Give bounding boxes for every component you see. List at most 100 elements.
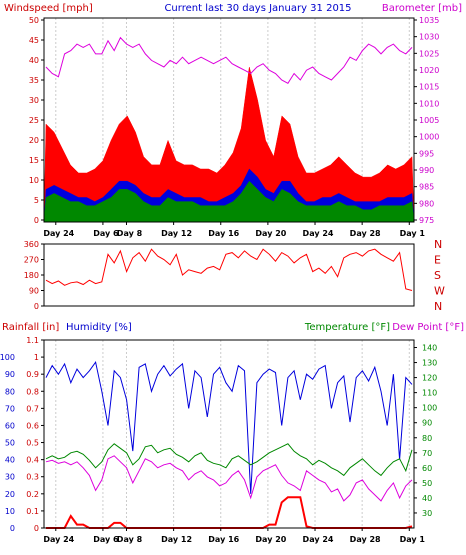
chart-title: Current last 30 days January 31 2015 [164,3,351,14]
humidity-tick-label: 70 [5,404,15,413]
baro-y-tick-label: 1030 [419,33,439,42]
direction-y-tick-label: 180 [24,271,39,280]
climate-x-tick-label: Day 6 [93,535,119,544]
humidity-tick-label: 50 [5,439,15,448]
wind-barometer-panel: 0510152025303540455097598098599099510001… [4,3,462,238]
baro-y-tick-label: 1035 [419,16,439,25]
wind-y-tick-label: 35 [29,76,39,85]
rain-y-tick-label: 0.6 [26,421,39,430]
barometer-line [45,36,413,84]
dew-point-line [45,455,413,502]
climate-x-tick-label: Day 20 [255,535,286,544]
wind-direction-line [45,248,413,291]
direction-y-tick-label: 0 [34,302,39,311]
humidity-tick-label: 0 [10,524,15,533]
baro-y-tick-label: 1015 [419,83,439,92]
direction-y-tick-label: 270 [24,256,39,265]
compass-label: E [434,254,441,267]
wind-x-tick-label: Day 6 [93,229,119,238]
temp-y-tick-label: 130 [422,359,437,368]
baro-y-tick-label: 1020 [419,66,439,75]
climate-x-tick-label: Day 24 [303,535,334,544]
humidity-tick-label: 80 [5,387,15,396]
wind-y-tick-label: 30 [29,96,39,105]
wind-y-tick-label: 40 [29,56,39,65]
windspeed-area [43,66,415,223]
wind-x-tick-label: Day 8 [117,229,143,238]
wind-y-tick-label: 15 [29,156,39,165]
wind-x-tick-label: Day 1 [400,229,426,238]
temp-y-tick-label: 60 [422,464,432,473]
baro-y-tick-label: 1005 [419,116,439,125]
climate-frame [43,339,415,529]
baro-y-tick-label: 1025 [419,49,439,58]
rain-y-tick-label: 1.1 [26,336,39,345]
temp-y-tick-label: 90 [422,419,432,428]
rain-y-tick-label: 0 [34,524,39,533]
rain-y-tick-label: 0.3 [26,473,39,482]
rain-y-tick-label: 0.1 [26,507,39,516]
compass-label: N [434,238,442,251]
wind-y-tick-label: 5 [34,196,39,205]
temp-y-tick-label: 70 [422,449,432,458]
humidity-tick-label: 40 [5,456,15,465]
wind-x-tick-label: Day 24 [43,229,74,238]
humidity-line [45,360,413,494]
temp-y-tick-label: 140 [422,344,437,353]
rain-y-tick-label: 0.4 [26,456,39,465]
dewpoint-axis-label: Dew Point [°F] [392,322,464,333]
baro-y-tick-label: 975 [419,216,434,225]
wind-x-tick-label: Day 12 [161,229,192,238]
baro-y-tick-label: 995 [419,149,434,158]
compass-label: W [434,285,445,298]
wind-y-tick-label: 45 [29,36,39,45]
climate-x-tick-label: Day 16 [208,535,239,544]
temp-y-tick-label: 110 [422,389,437,398]
average-wind-area [43,180,415,223]
temperature-line [45,443,413,477]
baro-y-tick-label: 990 [419,166,434,175]
wind-y-tick-label: 20 [29,136,39,145]
barometer-axis-label: Barometer [mb] [382,3,462,14]
temperature-axis-label: Temperature [°F] [304,322,390,333]
wind-x-tick-label: Day 16 [208,229,239,238]
rain-y-tick-label: 0.5 [26,439,39,448]
compass-label: S [434,269,441,282]
humidity-tick-label: 30 [5,473,15,482]
temp-y-tick-label: 100 [422,404,437,413]
temp-y-tick-label: 40 [422,494,432,503]
rain-y-tick-label: 0.2 [26,490,39,499]
wind-y-tick-label: 0 [34,216,39,225]
wind-x-tick-label: Day 28 [350,229,381,238]
baro-y-tick-label: 980 [419,199,434,208]
climate-x-tick-label: Day 1 [400,535,426,544]
rain-y-tick-label: 0.9 [26,370,39,379]
climate-x-tick-label: Day 8 [117,535,143,544]
climate-x-tick-label: Day 28 [350,535,381,544]
humidity-tick-label: 100 [0,353,15,362]
rain-humidity-temp-panel: 0 0.1 0.2 0.3 0.4 0.5 0.6 0.7 0.8 0.9 1 1.1 0 10 20 30 4… [0,322,464,544]
rain-y-tick-label: 0.8 [26,387,39,396]
rain-y-tick-label: 0.7 [26,404,39,413]
temp-y-tick-label: 80 [422,434,432,443]
climate-x-tick-label: Day 24 [43,535,74,544]
wind-y-tick-label: 25 [29,116,39,125]
wind-axis-label: Windspeed [mph] [4,3,93,14]
rainfall-axis-label: Rainfall [in] [2,322,59,333]
humidity-tick-label: 90 [5,370,15,379]
compass-label: N [434,300,442,313]
direction-y-tick-label: 360 [24,240,39,249]
baro-y-tick-label: 1010 [419,99,439,108]
wind-y-tick-label: 10 [29,176,39,185]
wind-x-tick-label: Day 20 [255,229,286,238]
rain-y-tick-label: 1 [34,353,39,362]
direction-y-tick-label: 90 [29,287,39,296]
humidity-tick-label: 60 [5,421,15,430]
climate-x-tick-label: Day 12 [161,535,192,544]
baro-y-tick-label: 1000 [419,133,439,142]
humidity-tick-label: 20 [5,490,15,499]
baro-y-tick-label: 985 [419,183,434,192]
temp-y-tick-label: 120 [422,374,437,383]
